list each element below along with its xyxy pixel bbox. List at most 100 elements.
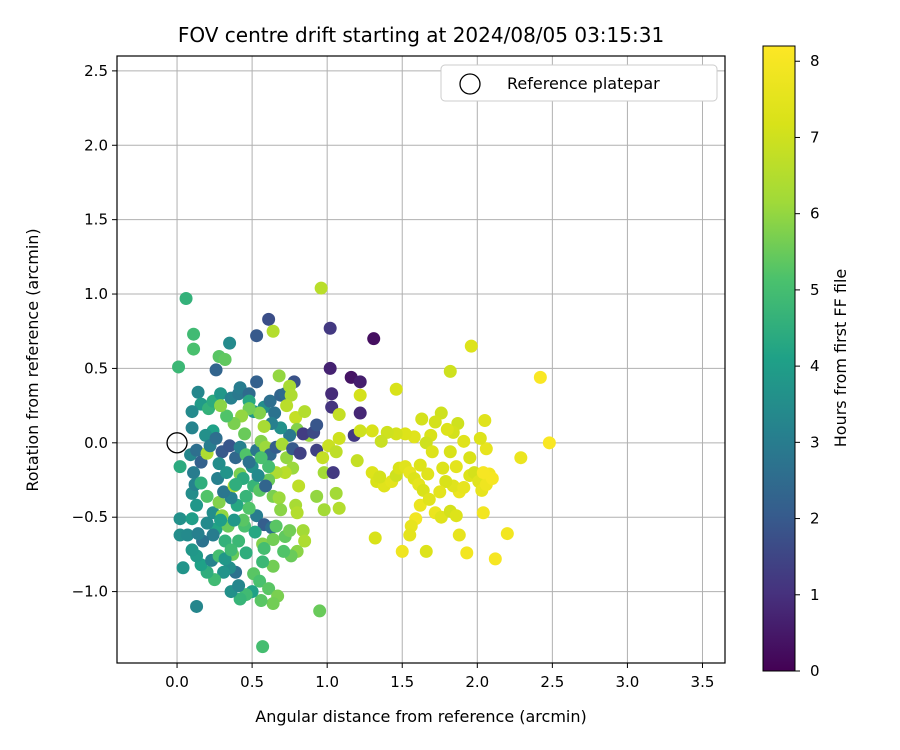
data-point: [277, 544, 291, 558]
data-point: [317, 466, 331, 480]
data-point: [457, 480, 471, 494]
y-tick-label: 2.0: [84, 136, 108, 154]
data-point: [233, 592, 247, 606]
data-point: [259, 479, 273, 493]
data-point: [323, 321, 337, 335]
x-axis: 0.0 0.5 1.0 1.5 2.0 2.5 3.0 3.5: [165, 663, 714, 691]
data-point: [206, 528, 220, 542]
data-point: [293, 446, 307, 460]
data-point: [283, 428, 297, 442]
y-tick-label: 1.0: [84, 285, 108, 303]
data-point: [266, 324, 280, 338]
data-point: [292, 479, 306, 493]
data-point: [403, 528, 417, 542]
data-point: [398, 427, 412, 441]
y-tick-label: 0.5: [84, 359, 108, 377]
x-tick-label: 1.5: [390, 673, 414, 691]
data-point: [253, 406, 267, 420]
data-point: [313, 604, 327, 618]
data-point: [413, 458, 427, 472]
data-point: [200, 489, 214, 503]
data-point: [272, 491, 286, 505]
colorbar-tick-label: 4: [810, 357, 820, 375]
data-point: [199, 428, 213, 442]
data-point: [266, 596, 280, 610]
data-point: [283, 524, 297, 538]
colorbar: 0 1 2 3 4 5 6 7 8 Hours from first FF file: [762, 45, 850, 680]
data-point: [368, 531, 382, 545]
data-point: [415, 412, 429, 426]
data-point: [500, 527, 514, 541]
data-point: [257, 419, 271, 433]
data-point: [476, 466, 490, 480]
data-point: [185, 421, 199, 435]
data-point: [440, 422, 454, 436]
data-point: [254, 594, 268, 608]
data-point: [269, 519, 283, 533]
data-point: [280, 399, 294, 413]
data-point: [272, 369, 286, 383]
data-point: [190, 443, 204, 457]
legend-box: [440, 64, 718, 102]
data-point: [367, 332, 381, 346]
data-point: [229, 477, 243, 491]
data-point: [263, 394, 277, 408]
data-point: [220, 409, 234, 423]
data-point: [200, 516, 214, 530]
data-point: [179, 292, 193, 306]
data-point: [262, 582, 276, 596]
data-point: [224, 543, 238, 557]
data-point: [190, 498, 204, 512]
data-point: [275, 437, 289, 451]
data-point: [353, 388, 367, 402]
data-point: [194, 476, 208, 490]
x-tick-label: 0.0: [165, 673, 189, 691]
data-point: [464, 339, 478, 353]
y-tick-label: 1.5: [84, 211, 108, 229]
colorbar-tick-label: 8: [810, 52, 820, 70]
colorbar-tick-label: 1: [810, 586, 820, 604]
data-point: [254, 451, 268, 465]
x-tick-label: 1.0: [315, 673, 339, 691]
legend-entry-reference: Reference platepar: [507, 74, 660, 93]
y-tick-label: 0.0: [84, 434, 108, 452]
data-point: [514, 451, 528, 465]
data-point: [428, 415, 442, 429]
data-point: [436, 461, 450, 475]
data-point: [232, 579, 246, 593]
data-point: [223, 439, 237, 453]
data-point: [395, 544, 409, 558]
data-point: [353, 406, 367, 420]
data-point: [217, 485, 231, 499]
x-tick-label: 2.0: [465, 673, 489, 691]
data-point: [332, 431, 346, 445]
data-point: [242, 455, 256, 469]
data-point: [449, 509, 463, 523]
data-point: [185, 543, 199, 557]
data-point: [218, 353, 232, 366]
x-tick-label: 3.0: [615, 673, 639, 691]
data-point: [232, 534, 246, 548]
data-point: [262, 460, 276, 474]
colorbar-ticks: 0 1 2 3 4 5 6 7 8: [795, 52, 820, 680]
data-point: [323, 361, 337, 375]
data-point: [457, 434, 471, 448]
colorbar-tick-label: 5: [810, 281, 820, 299]
chart-title: FOV centre drift starting at 2024/08/05 …: [178, 23, 664, 47]
data-point: [238, 427, 252, 441]
y-axis: −1.0 −0.5 0.0 0.5 1.0 1.5 2.0 2.5: [72, 62, 117, 601]
x-tick-label: 2.5: [540, 673, 564, 691]
data-point: [476, 506, 490, 520]
data-point: [463, 451, 477, 465]
data-point: [185, 512, 199, 526]
y-axis-label: Rotation from reference (arcmin): [23, 228, 42, 491]
data-point: [542, 436, 556, 450]
data-point: [317, 503, 331, 517]
data-point: [191, 385, 205, 399]
colorbar-label: Hours from first FF file: [831, 269, 850, 448]
data-point: [353, 375, 367, 389]
data-point: [433, 485, 447, 499]
data-point: [187, 342, 201, 356]
data-point: [187, 327, 201, 341]
data-point: [478, 413, 492, 427]
